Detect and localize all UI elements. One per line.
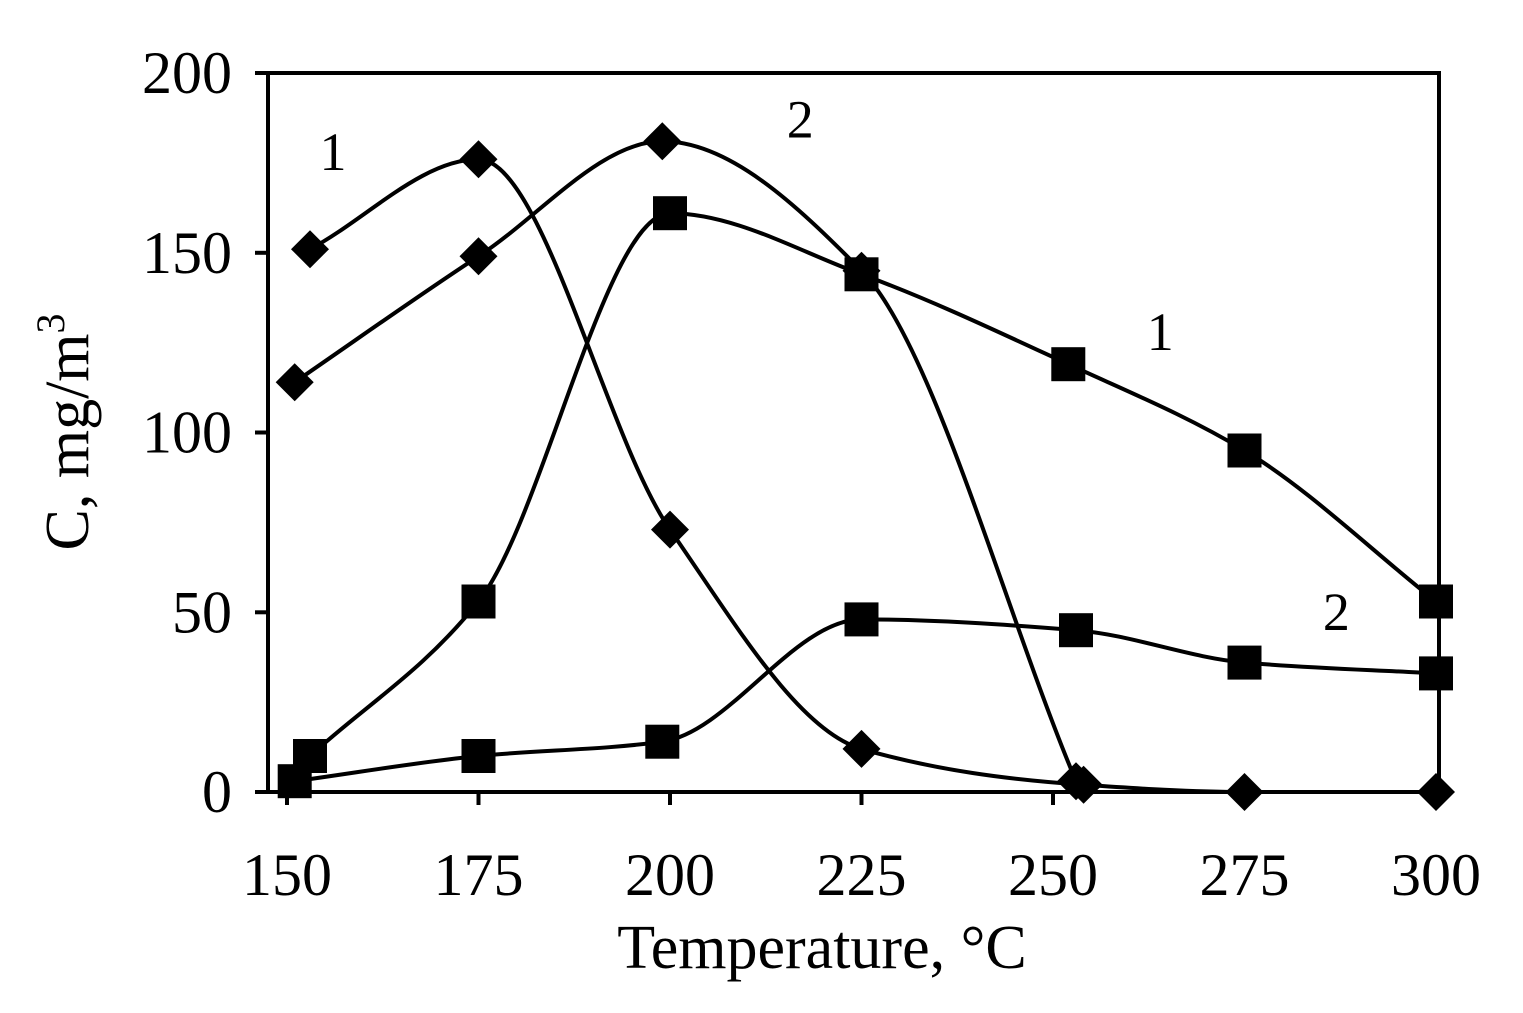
x-axis-title: Temperature, °C [617,914,1027,982]
series-2-point-2 [459,237,498,276]
series-3-point-5 [1059,613,1093,648]
series-1-point-3 [651,510,689,549]
y-axis-title-main: C, mg/m [34,333,102,550]
y-tick-label-100: 100 [142,400,232,466]
series-4-point-4 [844,257,879,292]
annotation-layer: 1 2 1 2 [320,90,1350,643]
series-2-line [293,139,1078,782]
x-tick-label-275: 275 [1200,842,1290,908]
series-4-point-2 [461,584,496,619]
x-tick-label-300: 300 [1391,842,1481,908]
series-3-point-2 [461,739,496,773]
series-2-point-5 [1057,762,1095,801]
y-axis-title: C, mg/m3 [28,313,102,550]
series-4-point-1 [293,739,327,773]
series-3-point-4 [844,602,879,637]
curve-label-2: 2 [787,90,814,150]
x-tick-label-225: 225 [817,842,907,908]
series-4-point-7 [1419,584,1453,619]
series-1-point-1 [291,230,329,269]
series-4-point-3 [653,196,687,231]
x-tick-label-250: 250 [1008,842,1098,908]
y-tick-label-150: 150 [142,220,232,286]
y-tick-label-50: 50 [172,579,232,645]
series-1-point-4 [842,729,881,768]
curve-label-4: 2 [1323,582,1350,642]
y-tick-label-200: 200 [142,40,232,106]
x-tick-label-175: 175 [434,842,524,908]
series-3-point-6 [1227,645,1262,680]
series-2-point-1 [275,363,314,402]
series-3-point-7 [1419,656,1453,691]
series-4-point-6 [1227,433,1262,468]
x-tick-label-150: 150 [242,842,332,908]
curve-label-1: 1 [320,122,347,182]
tick-layer: 150 175 200 225 250 275 300 0 50 100 150 200 [142,40,1481,908]
series-2-point-3 [643,122,682,161]
x-tick-label-200: 200 [625,842,715,908]
series-4-point-5 [1051,347,1086,382]
plot-area [266,71,1441,794]
y-axis-title-superscript: 3 [28,313,73,333]
series-1-point-2 [459,140,498,179]
series-3-point-3 [645,724,680,759]
y-tick-label-0: 0 [202,759,232,825]
curve-label-3: 1 [1147,302,1174,362]
